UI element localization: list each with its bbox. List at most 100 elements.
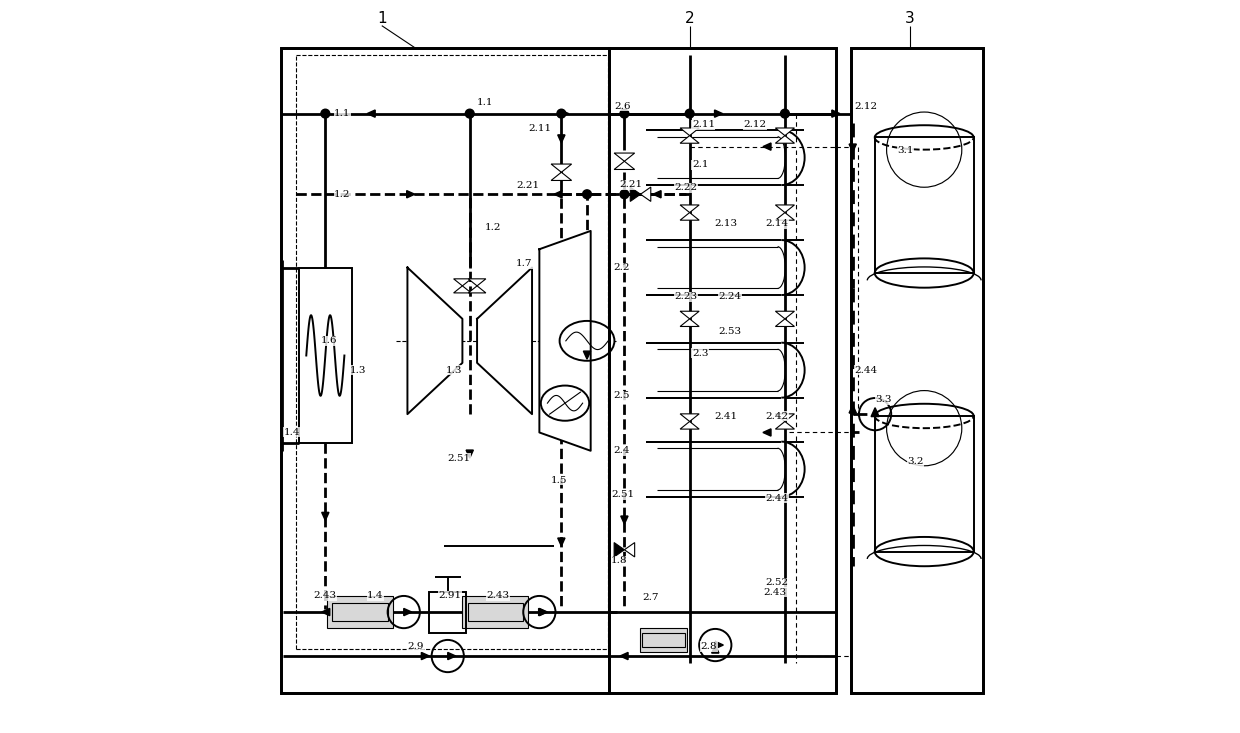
Polygon shape (614, 542, 625, 557)
Text: 1.6: 1.6 (321, 336, 337, 345)
Text: 2.8: 2.8 (701, 642, 717, 651)
Polygon shape (469, 286, 486, 293)
Text: 3.3: 3.3 (875, 395, 892, 404)
Bar (463, 596, 528, 628)
Bar (332, 603, 388, 621)
Polygon shape (477, 268, 532, 414)
Text: 2.44: 2.44 (854, 366, 878, 375)
Bar (874, 138, 973, 273)
Polygon shape (775, 319, 795, 326)
Bar (467, 603, 523, 621)
Polygon shape (558, 538, 565, 546)
Circle shape (557, 109, 565, 118)
Polygon shape (775, 421, 795, 429)
Polygon shape (558, 135, 565, 143)
Polygon shape (714, 110, 723, 117)
Polygon shape (641, 187, 651, 202)
Polygon shape (680, 213, 699, 220)
Bar (851, 48, 983, 693)
Text: 2.11: 2.11 (692, 120, 715, 129)
Circle shape (321, 109, 330, 118)
Circle shape (465, 109, 474, 118)
Polygon shape (583, 351, 590, 359)
Circle shape (620, 109, 629, 118)
Circle shape (620, 190, 629, 199)
Polygon shape (775, 414, 795, 421)
Polygon shape (712, 645, 719, 653)
Text: 1.4: 1.4 (284, 428, 300, 437)
Text: 2.51: 2.51 (448, 454, 471, 463)
Bar (299, 268, 352, 443)
Ellipse shape (559, 321, 615, 361)
Text: 2.41: 2.41 (714, 412, 738, 421)
Text: 2.2: 2.2 (614, 263, 630, 272)
Text: 2.11: 2.11 (528, 124, 552, 133)
Text: 1: 1 (377, 11, 387, 26)
Polygon shape (832, 110, 839, 117)
Text: 2.21: 2.21 (619, 180, 642, 189)
Polygon shape (621, 516, 627, 524)
Polygon shape (849, 144, 857, 152)
Text: 1.3: 1.3 (350, 366, 367, 375)
Polygon shape (560, 110, 569, 117)
Polygon shape (625, 542, 635, 557)
Text: 1.5: 1.5 (551, 476, 567, 485)
Bar (851, 48, 983, 693)
Text: 2.43: 2.43 (763, 588, 786, 597)
Circle shape (686, 109, 694, 118)
Bar (609, 48, 836, 693)
Polygon shape (775, 205, 795, 213)
Text: 2.14: 2.14 (765, 219, 789, 228)
Polygon shape (680, 421, 699, 429)
Polygon shape (763, 429, 771, 436)
Polygon shape (321, 512, 329, 520)
Polygon shape (653, 191, 661, 198)
Bar (640, 628, 687, 652)
Circle shape (583, 190, 591, 199)
Text: 2.21: 2.21 (516, 181, 539, 190)
Bar (281, 48, 609, 693)
Text: 2.3: 2.3 (692, 349, 708, 358)
Text: 2.4: 2.4 (614, 446, 630, 455)
Polygon shape (680, 414, 699, 421)
Polygon shape (614, 153, 635, 161)
Polygon shape (630, 187, 641, 202)
Polygon shape (775, 136, 795, 143)
Polygon shape (775, 128, 795, 136)
Text: 2.9: 2.9 (408, 642, 424, 651)
Text: 2.6: 2.6 (614, 102, 631, 111)
Text: 1.2: 1.2 (334, 190, 351, 199)
Text: 1.2: 1.2 (485, 223, 501, 232)
Polygon shape (551, 164, 572, 172)
Polygon shape (408, 268, 463, 414)
Text: 2.23: 2.23 (675, 292, 697, 301)
Polygon shape (538, 608, 547, 616)
Polygon shape (466, 450, 474, 458)
Polygon shape (680, 319, 699, 326)
Text: 2.22: 2.22 (675, 183, 697, 192)
Text: 2.44: 2.44 (765, 494, 789, 503)
Polygon shape (620, 652, 629, 660)
Polygon shape (407, 191, 414, 198)
Polygon shape (680, 312, 699, 319)
Polygon shape (680, 205, 699, 213)
Text: 2.51: 2.51 (611, 490, 635, 499)
Text: 2.12: 2.12 (854, 102, 878, 111)
Text: 1.7: 1.7 (516, 259, 532, 268)
Text: 2.91: 2.91 (438, 592, 461, 600)
Polygon shape (404, 608, 412, 616)
Text: 2.43: 2.43 (486, 592, 510, 600)
Bar (609, 48, 836, 693)
Text: 3: 3 (905, 11, 914, 26)
Polygon shape (539, 608, 547, 616)
Text: 2.24: 2.24 (718, 292, 742, 301)
Text: 1.3: 1.3 (446, 366, 463, 375)
Text: 2.12: 2.12 (743, 120, 766, 129)
Circle shape (780, 109, 790, 118)
Polygon shape (469, 279, 486, 286)
Text: 2.43: 2.43 (314, 592, 337, 600)
Text: 1.4: 1.4 (367, 592, 383, 600)
Polygon shape (849, 405, 857, 413)
Polygon shape (870, 408, 879, 416)
Polygon shape (775, 312, 795, 319)
